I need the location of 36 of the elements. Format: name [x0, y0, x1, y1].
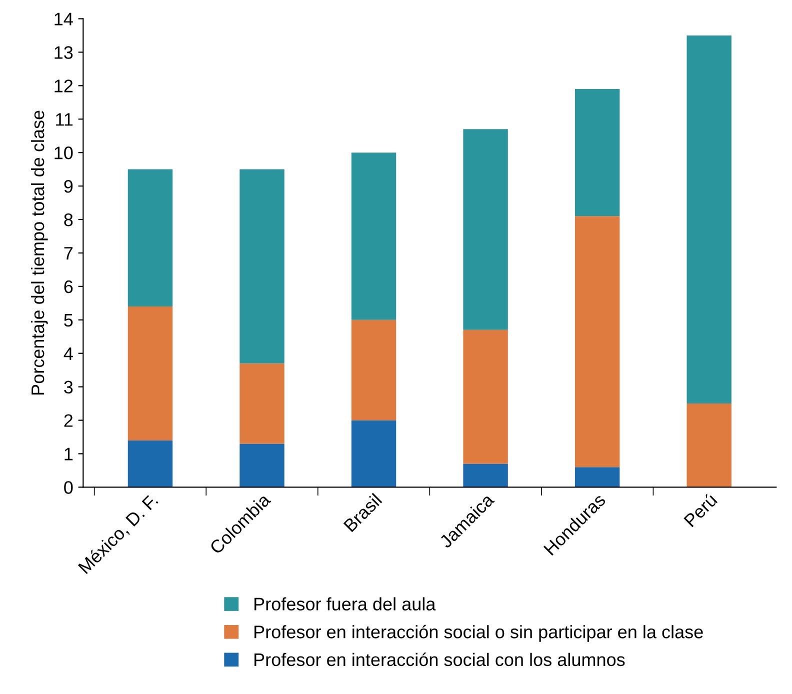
y-tick-label: 3: [64, 380, 73, 394]
bar: [128, 440, 173, 488]
y-tick-label: 1: [64, 448, 73, 460]
y-tick-label: 0: [64, 481, 73, 494]
y-tick-label: 12: [54, 80, 73, 92]
y-tick-label: 11: [56, 113, 73, 126]
bar: [351, 420, 396, 488]
legend-label: Profesor fuera del aula: [254, 597, 436, 610]
bar: [686, 35, 732, 404]
bar: [351, 320, 396, 420]
bar: [128, 169, 173, 306]
y-axis-title: Porcentaje del tiempo total de clase: [30, 110, 48, 394]
y-tick-label: 9: [64, 180, 73, 193]
bar: [351, 152, 396, 320]
y-tick-label: 14: [54, 12, 73, 26]
y-tick-label: 5: [64, 314, 73, 327]
bar: [240, 363, 284, 444]
bar: [574, 467, 620, 488]
bar: [240, 444, 284, 488]
y-tick-label: 2: [64, 414, 73, 427]
y-tick-label: 4: [64, 347, 73, 360]
bar: [463, 464, 508, 488]
y-tick-label: 7: [64, 247, 73, 260]
y-tick-label: 10: [54, 146, 73, 160]
bar: [686, 404, 732, 488]
y-tick-label: 6: [64, 280, 73, 294]
legend-label: Profesor en interacción social o sin participar en la clase: [254, 624, 703, 642]
bar: [463, 129, 508, 330]
bar: [463, 330, 508, 464]
y-tick-label: 8: [64, 213, 73, 226]
bar: [574, 216, 620, 468]
bar: [128, 306, 173, 440]
legend-label: Profesor en interacción social con los alumnos: [254, 652, 625, 666]
bar: [574, 89, 620, 216]
bar: [240, 169, 284, 364]
y-tick-label: 13: [54, 46, 73, 59]
